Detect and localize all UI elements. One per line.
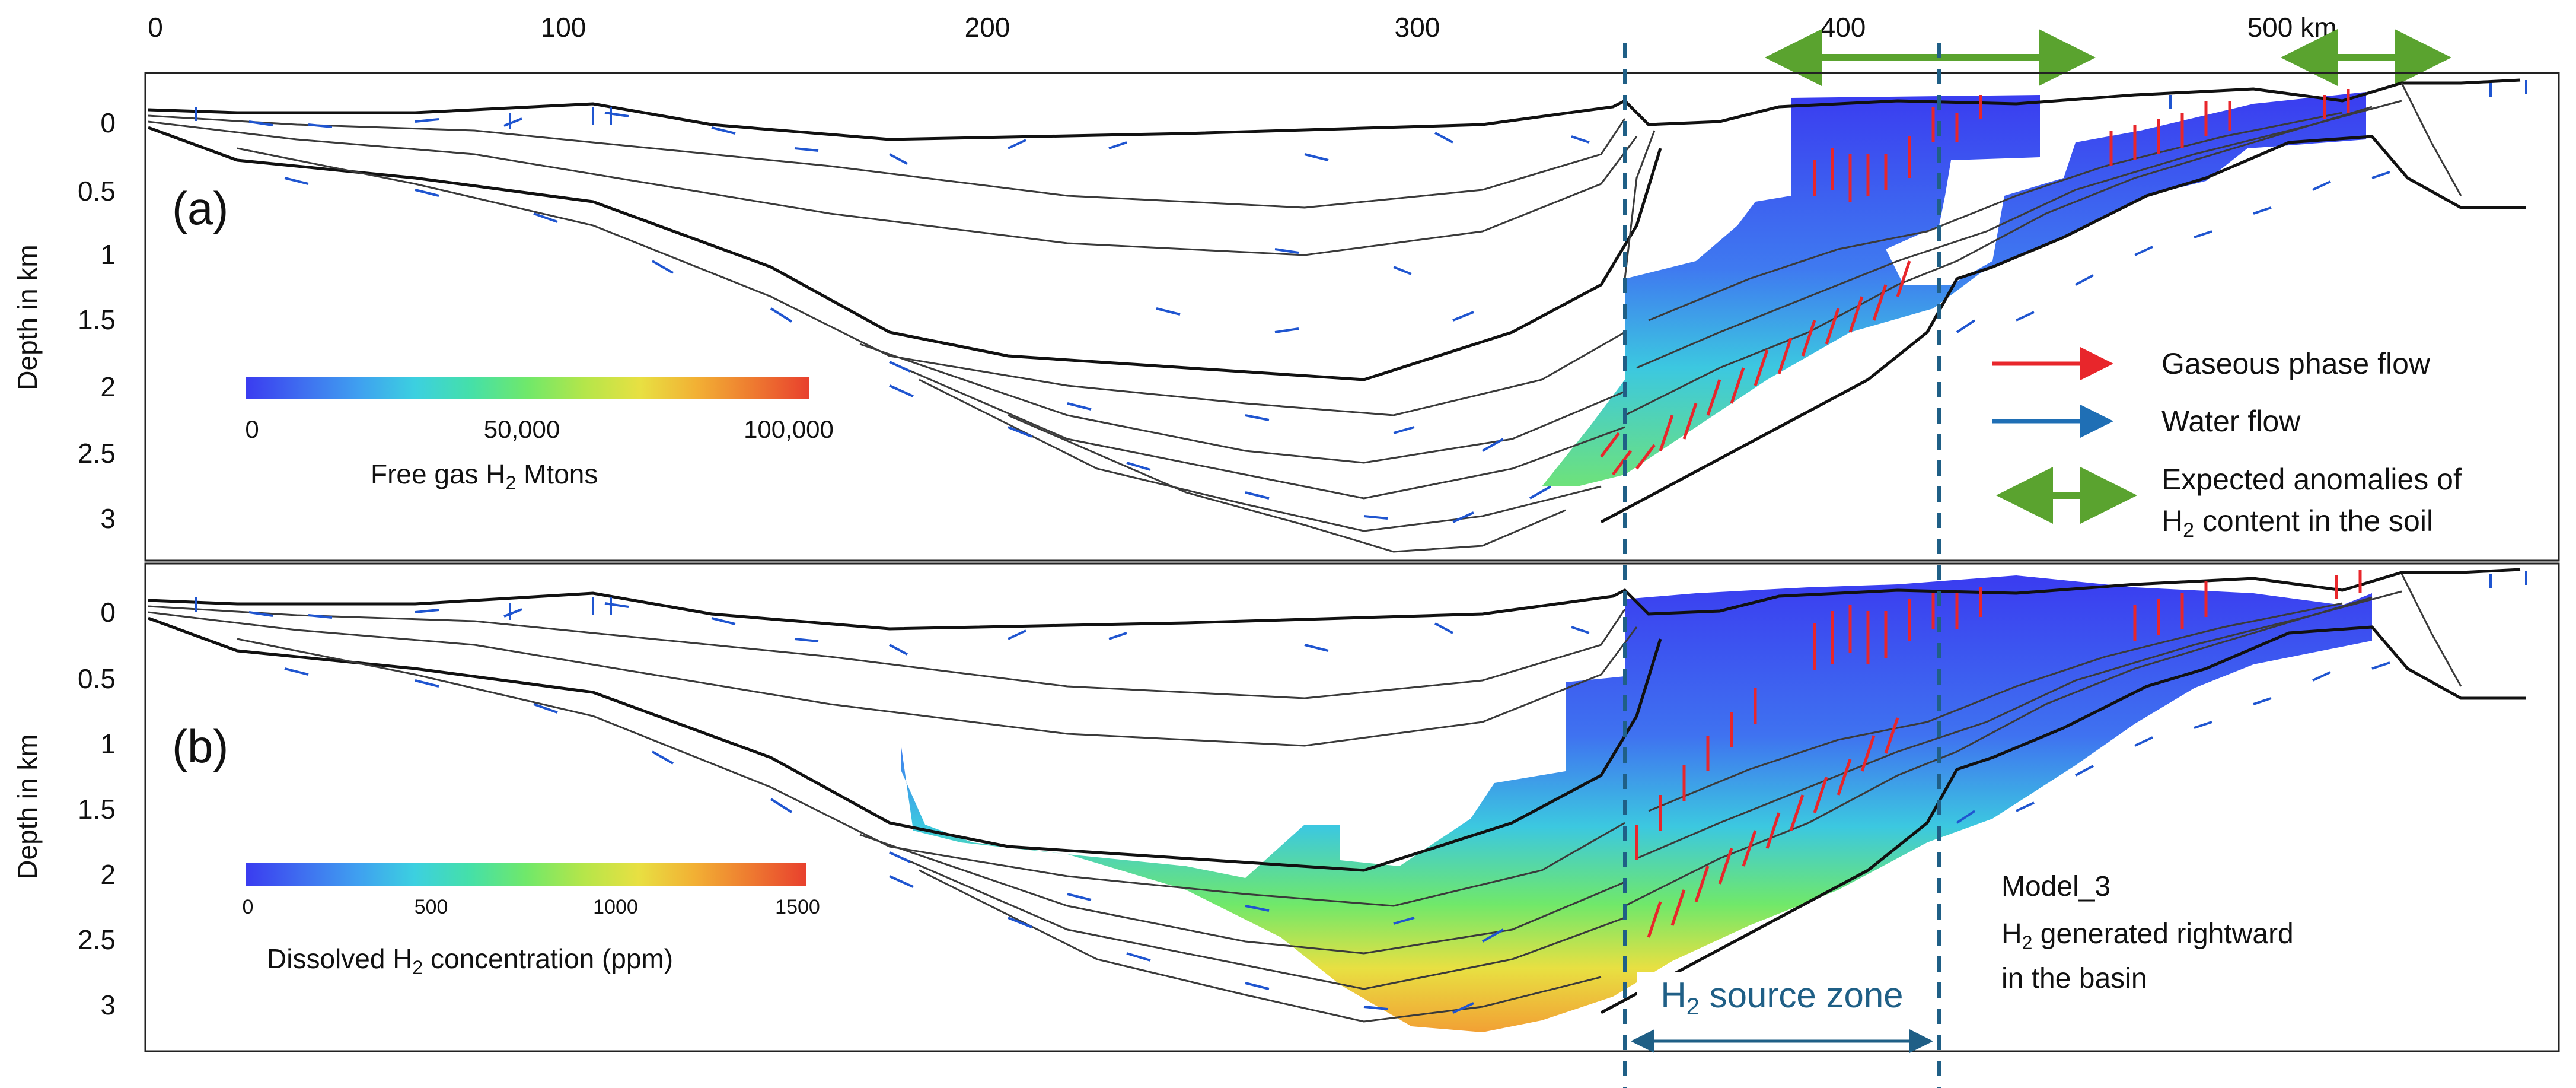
km-tick-label: 200 [965, 12, 1010, 43]
y-axis-label: Depth in km [12, 244, 43, 390]
model-description: H2 generated rightward [2001, 918, 2294, 953]
depth-tick-label: 1 [100, 239, 116, 270]
basin-layer [148, 120, 1638, 256]
top-km-axis: 0 100 200 300 400 500 km [148, 12, 2336, 43]
depth-tick-label: 3 [100, 503, 116, 534]
colorbar-tick-label: 50,000 [484, 415, 560, 443]
anomaly-legend-label: Expected anomalies of [2161, 463, 2462, 496]
basin-layer [148, 126, 1662, 381]
basin-layer [237, 638, 1625, 907]
depth-tick-label: 1.5 [78, 304, 116, 335]
water-flow-arrows [195, 80, 2527, 523]
basin-layer [889, 851, 1625, 990]
basin-layer [919, 869, 1602, 1023]
colorbar-tick-label: 500 [415, 896, 448, 918]
basin-layer [148, 605, 1626, 699]
depth-tick-label: 2 [100, 859, 116, 890]
km-tick-label: 300 [1395, 12, 1440, 43]
km-tick-label: 500 km [2247, 12, 2337, 43]
gas-flow-legend-label: Gaseous phase flow [2161, 347, 2431, 380]
flow-legend: Gaseous phase flow Water flow Expected a… [1992, 347, 2462, 542]
basin-layer [919, 378, 1602, 532]
colorbar-tick-label: 0 [243, 896, 254, 918]
panel-b-frame [144, 562, 2560, 1052]
colorbar-tick-label: 1500 [775, 896, 820, 918]
colorbar-free-gas: 0 50,000 100,000 Free gas H2 Mtons [245, 377, 834, 494]
km-tick-label: 400 [1821, 12, 1866, 43]
source-zone-label: H2 source zone [1660, 975, 1903, 1020]
source-zone: H2 source zone [1623, 43, 1941, 1088]
model-description-2: in the basin [2001, 963, 2147, 994]
colorbar-title: Free gas H2 Mtons [371, 459, 598, 494]
panel-tag: (b) [172, 720, 228, 772]
basin-layer [1624, 130, 1656, 279]
basin-surface [148, 568, 2521, 631]
colorbar-tick-label: 100,000 [744, 415, 834, 443]
model-name: Model_3 [2001, 871, 2110, 902]
depth-tick-label: 0.5 [78, 176, 116, 206]
basin-layer [2400, 82, 2462, 196]
depth-tick-label: 0 [100, 107, 116, 138]
gas-flow-arrows [1600, 89, 2350, 476]
panel-a-frame [144, 72, 2560, 562]
basin-layer [1008, 414, 1566, 553]
basin-layer [1624, 106, 2373, 416]
dissolved-h2-region [901, 575, 2372, 1032]
colorbar-tick-label: 0 [245, 415, 259, 443]
depth-tick-label: 0 [100, 597, 116, 628]
basin-layer [148, 616, 1662, 872]
basin-layer [859, 343, 1625, 464]
depth-tick-label: 1 [100, 728, 116, 759]
depth-tick-label: 1.5 [78, 794, 116, 825]
basin-layer [1600, 135, 2526, 524]
panel-a: 0 0.5 1 1.5 2 2.5 3 Depth in km (a) 0 50… [12, 72, 2560, 562]
depth-axis-b: 0 0.5 1 1.5 2 2.5 3 [78, 597, 116, 1020]
depth-tick-label: 2.5 [78, 924, 116, 955]
water-flow-legend-label: Water flow [2161, 405, 2301, 438]
anomaly-legend-label-2: H2 content in the soil [2161, 504, 2433, 542]
gas-flow-arrows [1635, 570, 2362, 938]
depth-tick-label: 3 [100, 990, 116, 1020]
colorbar-dissolved-h2: 0 500 1000 1500 Dissolved H2 concentrati… [243, 863, 820, 978]
basin-layer [1636, 590, 2402, 860]
depth-tick-label: 2 [100, 371, 116, 402]
y-axis-label: Depth in km [12, 734, 43, 879]
source-zone-label-bg [1637, 972, 1927, 1020]
colorbar-tick-label: 1000 [593, 896, 638, 918]
colorbar-ramp [246, 377, 809, 399]
basin-layer [859, 834, 1625, 955]
panel-tag: (a) [172, 182, 228, 234]
panel-b: 0 0.5 1 1.5 2 2.5 3 Depth in km (b) 0 50… [12, 562, 2560, 1052]
colorbar-title: Dissolved H2 concentration (ppm) [267, 943, 673, 978]
model-note: Model_3 H2 generated rightward in the ba… [2001, 871, 2294, 994]
basin-layer [237, 147, 1625, 416]
basin-layer [1600, 625, 2526, 1014]
km-tick-label: 100 [541, 12, 586, 43]
basin-layer [1636, 100, 2402, 369]
basin-layer [889, 361, 1625, 500]
basin-layer [1648, 602, 2343, 812]
basin-layer [1648, 112, 2343, 322]
water-flow-arrows [195, 571, 2527, 1014]
km-tick-label: 0 [148, 12, 163, 43]
depth-tick-label: 0.5 [78, 663, 116, 694]
basin-layer [148, 114, 1626, 209]
basin-layer [148, 611, 1638, 747]
basin-layer [2400, 573, 2462, 687]
colorbar-ramp [246, 863, 806, 886]
depth-tick-label: 2.5 [78, 438, 116, 469]
basin-surface [148, 78, 2521, 141]
depth-axis-a: 0 0.5 1 1.5 2 2.5 3 [78, 107, 116, 534]
